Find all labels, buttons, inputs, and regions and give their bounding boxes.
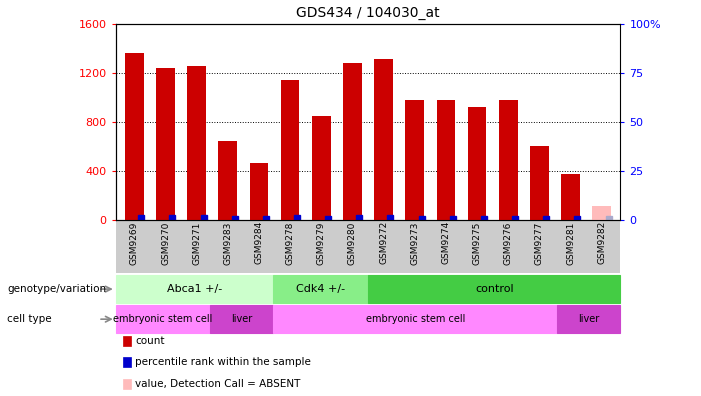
Bar [499,100,517,220]
Title: GDS434 / 104030_at: GDS434 / 104030_at [297,6,440,20]
Text: percentile rank within the sample: percentile rank within the sample [135,357,311,367]
Bar [156,68,175,220]
Bar [405,100,424,220]
Bar [187,66,206,220]
Bar [281,80,299,220]
Bar [219,141,237,220]
Text: genotype/variation: genotype/variation [7,284,106,294]
Bar [125,53,144,220]
Bar [592,206,611,220]
Bar [437,100,455,220]
Text: control: control [475,284,514,294]
Text: value, Detection Call = ABSENT: value, Detection Call = ABSENT [135,379,301,389]
Bar [343,63,362,220]
Text: embryonic stem cell: embryonic stem cell [366,314,465,324]
Text: Abca1 +/-: Abca1 +/- [167,284,222,294]
Bar [530,146,549,220]
Text: liver: liver [578,314,599,324]
Text: embryonic stem cell: embryonic stem cell [114,314,212,324]
Bar [468,107,486,220]
Text: cell type: cell type [7,314,52,324]
Bar [562,175,580,220]
Text: liver: liver [231,314,252,324]
Bar [374,59,393,220]
Text: count: count [135,335,165,346]
Bar [312,116,331,220]
Bar [250,164,268,220]
Text: Cdk4 +/-: Cdk4 +/- [296,284,346,294]
